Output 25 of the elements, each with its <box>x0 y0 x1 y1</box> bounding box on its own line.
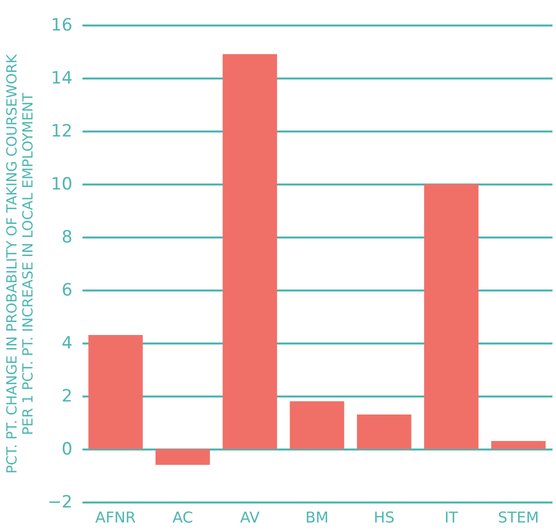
x-tick-label: STEM <box>498 508 539 526</box>
bar <box>222 54 278 449</box>
bar <box>156 449 210 465</box>
bar <box>424 184 478 449</box>
y-tick-label: 2 <box>62 386 72 406</box>
y-axis-title: PCT. PT. CHANGE IN PROBABILITY OF TAKING COURSEWORK PER 1 PCT. PT. INCREASE IN LOCAL EMPLOYMENT <box>4 54 36 474</box>
y-tick-label: 4 <box>62 334 72 354</box>
x-tick-label: IT <box>444 508 459 526</box>
y-tick-label: 8 <box>62 228 72 248</box>
y-tick-label: 14 <box>50 68 72 88</box>
x-tick-label: AFNR <box>95 508 136 526</box>
bar <box>356 414 412 449</box>
y-tick-label: 12 <box>50 122 72 142</box>
y-tick-label: −2 <box>47 492 72 512</box>
y-tick-label: 10 <box>50 174 72 194</box>
y-tick-label: 16 <box>50 16 72 36</box>
x-tick-label: AV <box>240 508 260 526</box>
y-tick-label: 0 <box>62 440 72 460</box>
x-tick-label: BM <box>305 508 329 526</box>
bar <box>290 401 344 449</box>
y-tick-label: 6 <box>62 280 72 300</box>
x-tick-label: HS <box>374 508 395 526</box>
bar <box>88 335 143 449</box>
bar <box>491 441 546 449</box>
x-tick-label: AC <box>172 508 193 526</box>
